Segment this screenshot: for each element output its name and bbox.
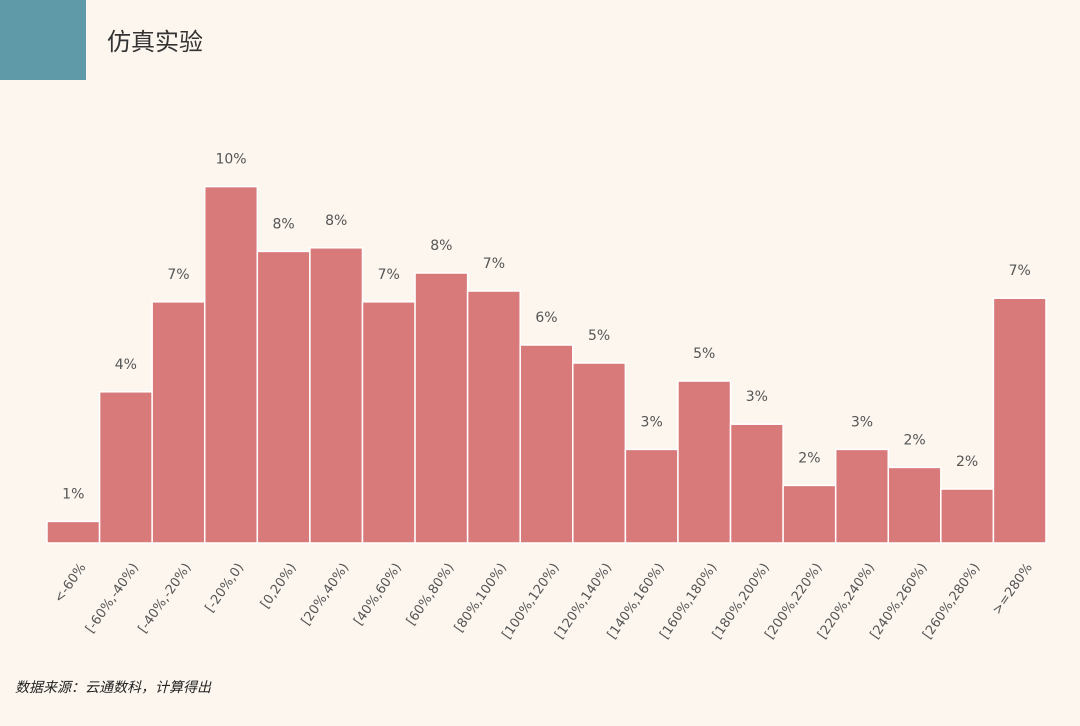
x-tick-label: [180%,200%) xyxy=(710,561,773,642)
bar xyxy=(203,185,259,544)
chart-title: 仿真实验 xyxy=(107,28,203,56)
x-tick-label: [100%,120%) xyxy=(500,561,563,642)
value-label: 3% xyxy=(746,389,768,405)
value-label: 7% xyxy=(167,267,189,283)
x-tick-label: [-40%,-20%) xyxy=(136,561,195,636)
x-tick-label: [80%,100%) xyxy=(452,561,510,635)
value-label: 2% xyxy=(798,450,820,466)
title-block xyxy=(0,0,86,80)
bar xyxy=(887,466,942,544)
bar xyxy=(151,301,206,544)
bar xyxy=(98,391,153,544)
x-tick-label: [40%,60%) xyxy=(351,561,405,629)
x-tick-label: [-60%,-40%) xyxy=(83,561,142,636)
bar xyxy=(782,484,837,544)
x-tick-label: [240%,260%) xyxy=(868,561,931,642)
bar xyxy=(414,272,469,544)
x-tick-label: [20%,40%) xyxy=(299,561,353,629)
value-label: 3% xyxy=(851,414,873,430)
value-label: 5% xyxy=(588,328,610,344)
x-tick-label: [160%,180%) xyxy=(657,561,720,642)
bar xyxy=(992,297,1047,544)
value-label: 8% xyxy=(430,238,452,254)
bar xyxy=(624,448,679,544)
bar xyxy=(940,488,995,544)
bar xyxy=(309,247,364,544)
bar xyxy=(466,290,521,544)
bar xyxy=(677,380,732,544)
value-label: 5% xyxy=(693,346,715,362)
value-label: 7% xyxy=(1009,263,1031,279)
value-label: 8% xyxy=(272,216,294,232)
x-tick-label: [120%,140%) xyxy=(552,561,615,642)
value-label: 7% xyxy=(483,256,505,272)
x-tick-label: [60%,80%) xyxy=(404,561,458,629)
value-label: 2% xyxy=(903,432,925,448)
x-tick-label: [140%,160%) xyxy=(605,561,668,642)
value-label: 3% xyxy=(641,414,663,430)
bar xyxy=(729,423,784,544)
bar xyxy=(519,344,574,544)
value-label: 4% xyxy=(115,357,137,373)
value-label: 7% xyxy=(378,267,400,283)
bar xyxy=(834,448,890,544)
x-tick-label: [0,20%) xyxy=(258,561,300,612)
bar xyxy=(256,250,311,544)
x-tick-label: [-20%,0) xyxy=(203,561,247,616)
x-tick-label: [260%,280%) xyxy=(920,561,983,642)
value-label: 8% xyxy=(325,213,347,229)
x-tick-label: [220%,240%) xyxy=(815,561,878,642)
value-label: 2% xyxy=(956,454,978,470)
value-label: 1% xyxy=(62,486,84,502)
x-tick-label: [200%,220%) xyxy=(762,561,825,642)
source-note: 数据来源：云通数科，计算得出 xyxy=(15,680,212,696)
bar xyxy=(46,520,101,544)
bar xyxy=(572,362,627,544)
x-tick-label: >=280% xyxy=(990,561,1036,618)
value-label: 6% xyxy=(535,310,557,326)
bar xyxy=(361,301,416,544)
value-label: 10% xyxy=(215,152,246,168)
x-tick-label: <-60% xyxy=(52,561,90,606)
